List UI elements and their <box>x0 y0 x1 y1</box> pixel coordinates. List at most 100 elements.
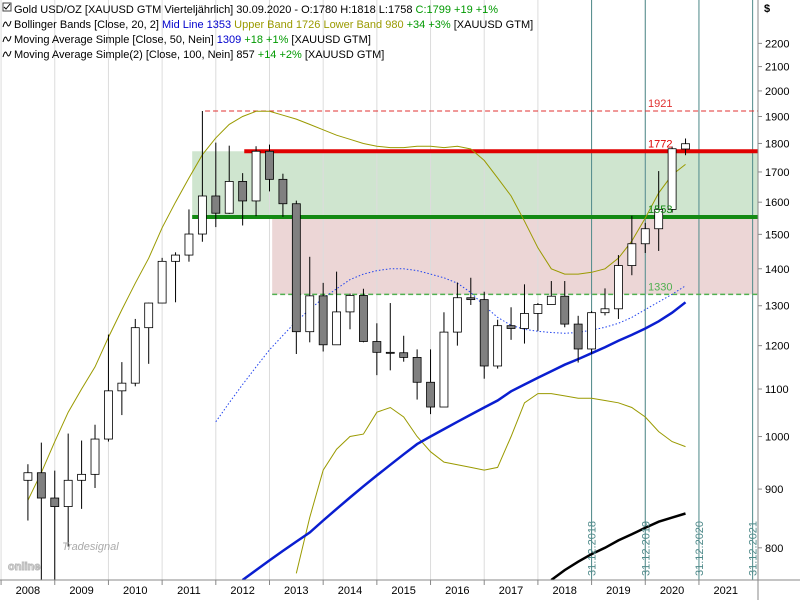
indicator-line <box>550 512 686 580</box>
legend-segment: [XAUUSD GTM] <box>291 34 370 46</box>
candle-body <box>345 295 355 313</box>
indicator-line <box>27 110 686 501</box>
candle-body <box>667 148 677 210</box>
x-tick-label: 2021 <box>714 585 738 597</box>
candle-body <box>90 438 100 475</box>
legend-segment: +18 +1% <box>244 34 291 46</box>
indicator-line <box>295 393 686 574</box>
candle-body <box>104 390 113 440</box>
candle-body <box>63 479 73 507</box>
candle-body <box>479 299 489 367</box>
candle-body <box>560 295 570 325</box>
candle-body <box>439 331 449 408</box>
candle-body <box>77 473 86 481</box>
y-tick-label: 1500 <box>765 229 789 241</box>
x-tick-label: 2019 <box>606 585 630 597</box>
candle-body <box>399 352 409 358</box>
candle-body <box>184 233 194 256</box>
legend-segment: [XAUUSD GTM] <box>454 19 533 31</box>
date-marker-label: 31.12.2019 <box>640 521 652 576</box>
candle-body <box>372 341 382 353</box>
indicator-line <box>241 301 687 580</box>
x-tick-label: 2009 <box>69 585 93 597</box>
x-tick-label: 2015 <box>391 585 415 597</box>
legend-line: Moving Average Simple(2) [Close, 100, Ne… <box>14 49 384 61</box>
legend-segment: Moving Average Simple [Close, 50, Nein] <box>14 34 217 46</box>
x-tick-label: 2008 <box>16 585 40 597</box>
candle-body <box>546 295 556 305</box>
candle-body <box>681 143 690 150</box>
date-marker-label: 31.12.2018 <box>587 521 599 576</box>
candle-body <box>426 381 435 408</box>
candle-body <box>157 260 167 304</box>
legend-segment: Bollinger Bands [Close, 20, 2] <box>14 19 162 31</box>
candle-body <box>265 150 274 180</box>
candle-body <box>117 382 127 392</box>
legend-line: Gold USD/OZ [XAUUSD GTM Vierteljährlich]… <box>14 4 498 16</box>
candle-body <box>197 195 207 235</box>
level-label: 1553 <box>648 204 672 216</box>
level-label: 1921 <box>648 98 672 110</box>
watermark-logo: online <box>8 561 40 573</box>
x-tick-label: 2020 <box>660 585 684 597</box>
y-tick-label: 2100 <box>765 62 789 74</box>
legend-segment: [XAUUSD GTM] <box>305 49 384 61</box>
candle-body <box>520 313 529 329</box>
candle-body <box>412 357 422 383</box>
y-tick-label: 1700 <box>765 167 789 179</box>
candle-body <box>614 265 623 310</box>
legend-segment: 1309 <box>217 34 245 46</box>
legend-segment: C:1799 +19 +1% <box>416 4 499 16</box>
y-tick-label: 1400 <box>765 264 789 276</box>
candle-body <box>533 304 543 314</box>
y-tick-label: 1000 <box>765 432 789 444</box>
date-marker-label: 31.12.2020 <box>694 521 706 576</box>
y-tick-label: 2200 <box>765 38 789 50</box>
candle-body <box>587 312 596 350</box>
candle-body <box>238 181 248 202</box>
plot-marks <box>23 110 690 580</box>
legend-segment: Upper Band 1726 Lower Band 980 <box>234 19 406 31</box>
watermark-brand: Tradesignal <box>62 541 119 553</box>
date-marker-label: 31.12.2021 <box>748 521 760 576</box>
candle-body <box>385 351 395 354</box>
x-tick-label: 2013 <box>284 585 308 597</box>
x-tick-label: 2017 <box>499 585 523 597</box>
legend: Gold USD/OZ [XAUUSD GTM Vierteljährlich]… <box>2 2 533 61</box>
candle-body <box>466 297 476 301</box>
candle-body <box>600 308 610 314</box>
x-tick-label: 2011 <box>177 585 201 597</box>
watermark: Tradesignal online <box>8 541 120 574</box>
y-tick-label: 1600 <box>765 197 789 209</box>
legend-segment: +14 +2% <box>258 49 305 61</box>
candle-body <box>144 302 154 329</box>
y-tick-label: 1300 <box>765 301 789 313</box>
y-tick-label: 1100 <box>765 384 789 396</box>
y-tick-label: 2000 <box>765 86 789 98</box>
x-tick-label: 2010 <box>123 585 147 597</box>
candle-body <box>211 195 221 214</box>
y-tick-label: 1800 <box>765 138 789 150</box>
candle-body <box>130 327 140 384</box>
legend-line: Moving Average Simple [Close, 50, Nein] … <box>14 34 371 46</box>
level-label: 1772 <box>648 138 672 150</box>
candle-body <box>640 228 650 245</box>
candle-body <box>36 472 46 499</box>
x-tick-label: 2018 <box>552 585 576 597</box>
y-axis-label: $ <box>764 3 770 15</box>
candle-body <box>627 243 637 266</box>
x-tick-label: 2012 <box>230 585 254 597</box>
candle-body <box>278 178 288 205</box>
candle-body <box>573 323 583 350</box>
candle-body <box>318 295 328 346</box>
legend-wave <box>2 35 12 43</box>
legend-check <box>3 3 11 10</box>
x-tick-label: 2014 <box>338 585 362 597</box>
zone <box>272 217 758 295</box>
candle-body <box>251 150 261 202</box>
legend-segment: +34 +3% <box>407 19 454 31</box>
level-label: 1330 <box>648 281 672 293</box>
